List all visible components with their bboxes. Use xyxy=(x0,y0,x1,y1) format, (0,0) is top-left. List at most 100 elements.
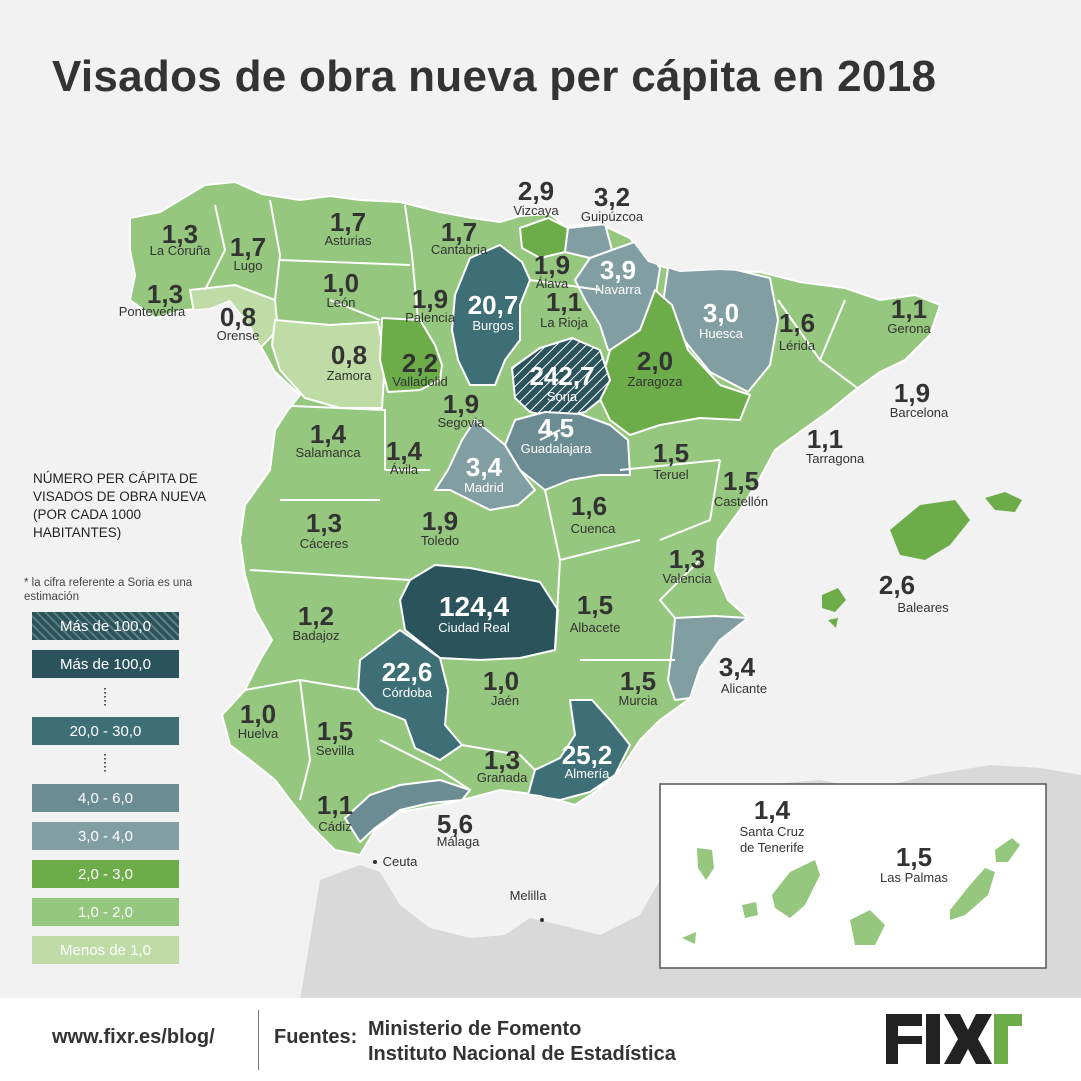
name-castellon: Castellón xyxy=(714,494,768,509)
name-huelva: Huelva xyxy=(238,726,279,741)
footer-sources-label: Fuentes: xyxy=(274,1026,358,1048)
name-salamanca: Salamanca xyxy=(295,445,361,460)
fixr-logo xyxy=(886,1014,1022,1064)
name-santa-cruz: Santa Cruz xyxy=(739,824,804,839)
value-cuenca: 1,6 xyxy=(571,491,607,521)
value-granada: 1,3 xyxy=(484,745,520,775)
name-toledo: Toledo xyxy=(421,533,459,548)
value-badajoz: 1,2 xyxy=(298,601,334,631)
name-valladolid: Valladolid xyxy=(392,374,447,389)
island-ibiza xyxy=(822,588,846,612)
value-gerona: 1,1 xyxy=(891,294,927,324)
value-la-rioja: 1,1 xyxy=(546,287,582,317)
legend-title-text: NÚMERO PER CÁPITA DE VISADOS DE OBRA NUE… xyxy=(33,471,206,540)
name-murcia: Murcia xyxy=(618,693,658,708)
value-lerida: 1,6 xyxy=(779,308,815,338)
name-gerona: Gerona xyxy=(887,321,931,336)
name-cantabria: Cantabria xyxy=(431,242,488,257)
name-cadiz: Cádiz xyxy=(318,819,351,834)
name-ciudad-real: Ciudad Real xyxy=(438,620,510,635)
value-palencia: 1,9 xyxy=(412,284,448,314)
name-zaragoza: Zaragoza xyxy=(628,374,684,389)
region-madrid xyxy=(434,419,536,511)
name-granada: Granada xyxy=(477,770,528,785)
value-la-coruna: 1,3 xyxy=(162,219,198,249)
name-las-palmas: Las Palmas xyxy=(880,870,948,885)
footer-source-1: Ministerio de Fomento xyxy=(368,1018,582,1040)
value-burgos: 20,7 xyxy=(468,290,519,320)
region-cordoba xyxy=(357,629,463,761)
legend-item-4-6: 4,0 - 6,0 xyxy=(32,784,179,812)
value-madrid: 3,4 xyxy=(466,452,503,482)
value-malaga: 5,6 xyxy=(437,809,473,839)
name-segovia: Segovia xyxy=(438,415,486,430)
value-cantabria: 1,7 xyxy=(441,217,477,247)
name-badajoz: Badajoz xyxy=(293,628,340,643)
legend-note: * la cifra referente a Soria es una esti… xyxy=(24,577,193,603)
region-soria xyxy=(511,337,611,419)
value-valladolid: 2,2 xyxy=(402,348,438,378)
region-almeria xyxy=(527,699,631,801)
region-valladolid xyxy=(379,317,443,393)
value-huelva: 1,0 xyxy=(240,699,276,729)
value-avila: 1,4 xyxy=(386,436,423,466)
portugal-coast xyxy=(0,300,300,760)
value-ciudad-real: 124,4 xyxy=(439,591,509,622)
page-title: Visados de obra nueva per cápita en 2018 xyxy=(52,52,937,101)
canarias-islands xyxy=(682,838,1020,945)
footer-url-link[interactable]: www.fixr.es/blog/ xyxy=(52,1026,215,1048)
legend-label: 20,0 - 30,0 xyxy=(69,722,142,740)
legend-label: 1,0 - 2,0 xyxy=(77,903,134,921)
value-baleares: 2,6 xyxy=(879,570,915,600)
value-jaen: 1,0 xyxy=(483,666,519,696)
name-la-rioja: La Rioja xyxy=(540,315,588,330)
name-baleares: Baleares xyxy=(897,600,949,615)
name-avila: Ávila xyxy=(390,462,419,477)
label-ceuta: Ceuta xyxy=(383,854,418,869)
name-palencia: Palencia xyxy=(405,310,456,325)
value-cadiz: 1,1 xyxy=(317,790,353,820)
name-barcelona: Barcelona xyxy=(890,405,949,420)
name-soria: Soria xyxy=(547,389,578,404)
name-almeria: Almería xyxy=(565,766,611,781)
island-menorca xyxy=(985,492,1022,512)
footer-divider xyxy=(258,1010,259,1070)
name-madrid: Madrid xyxy=(464,480,504,495)
value-murcia: 1,5 xyxy=(620,666,656,696)
value-salamanca: 1,4 xyxy=(310,419,347,449)
name-huesca: Huesca xyxy=(699,326,744,341)
value-tarragona: 1,1 xyxy=(807,424,843,454)
name-vizcaya: Vizcaya xyxy=(513,203,559,218)
name-cordoba: Córdoba xyxy=(382,685,433,700)
name-valencia: Valencia xyxy=(663,571,713,586)
name-cuenca: Cuenca xyxy=(571,521,617,536)
spain-map: 1,3 La Coruña 1,7 Lugo 1,7 Asturias 1,7 … xyxy=(0,176,1081,1000)
name-zamora: Zamora xyxy=(327,368,373,383)
island-mallorca xyxy=(890,500,970,560)
name-lugo: Lugo xyxy=(234,258,263,273)
legend-title: NÚMERO PER CÁPITA DE VISADOS DE OBRA NUE… xyxy=(33,470,233,542)
legend-label: Menos de 1,0 xyxy=(60,941,151,959)
value-guipuzcoa: 3,2 xyxy=(594,182,630,212)
name-burgos: Burgos xyxy=(472,318,514,333)
value-almeria: 25,2 xyxy=(562,740,613,770)
value-lugo: 1,7 xyxy=(230,232,266,262)
name-jaen: Jaén xyxy=(491,693,519,708)
value-las-palmas: 1,5 xyxy=(896,842,932,872)
name-guipuzcoa: Guipúzcoa xyxy=(581,209,644,224)
value-santa-cruz: 1,4 xyxy=(754,795,791,825)
label-melilla: Melilla xyxy=(510,888,548,903)
legend-item-20-30: 20,0 - 30,0 xyxy=(32,717,179,745)
value-barcelona: 1,9 xyxy=(894,378,930,408)
value-toledo: 1,9 xyxy=(422,506,458,536)
name-lerida: Lérida xyxy=(779,338,816,353)
name-tarragona: Tarragona xyxy=(806,451,865,466)
region-burgos xyxy=(451,244,531,386)
region-zaragoza xyxy=(597,289,751,436)
province-borders xyxy=(204,199,861,801)
name-albacete: Albacete xyxy=(570,620,621,635)
legend-label: 3,0 - 4,0 xyxy=(77,827,134,845)
value-leon: 1,0 xyxy=(323,268,359,298)
legend-label: Más de 100,0 xyxy=(60,655,151,673)
name-malaga: Málaga xyxy=(437,834,480,849)
